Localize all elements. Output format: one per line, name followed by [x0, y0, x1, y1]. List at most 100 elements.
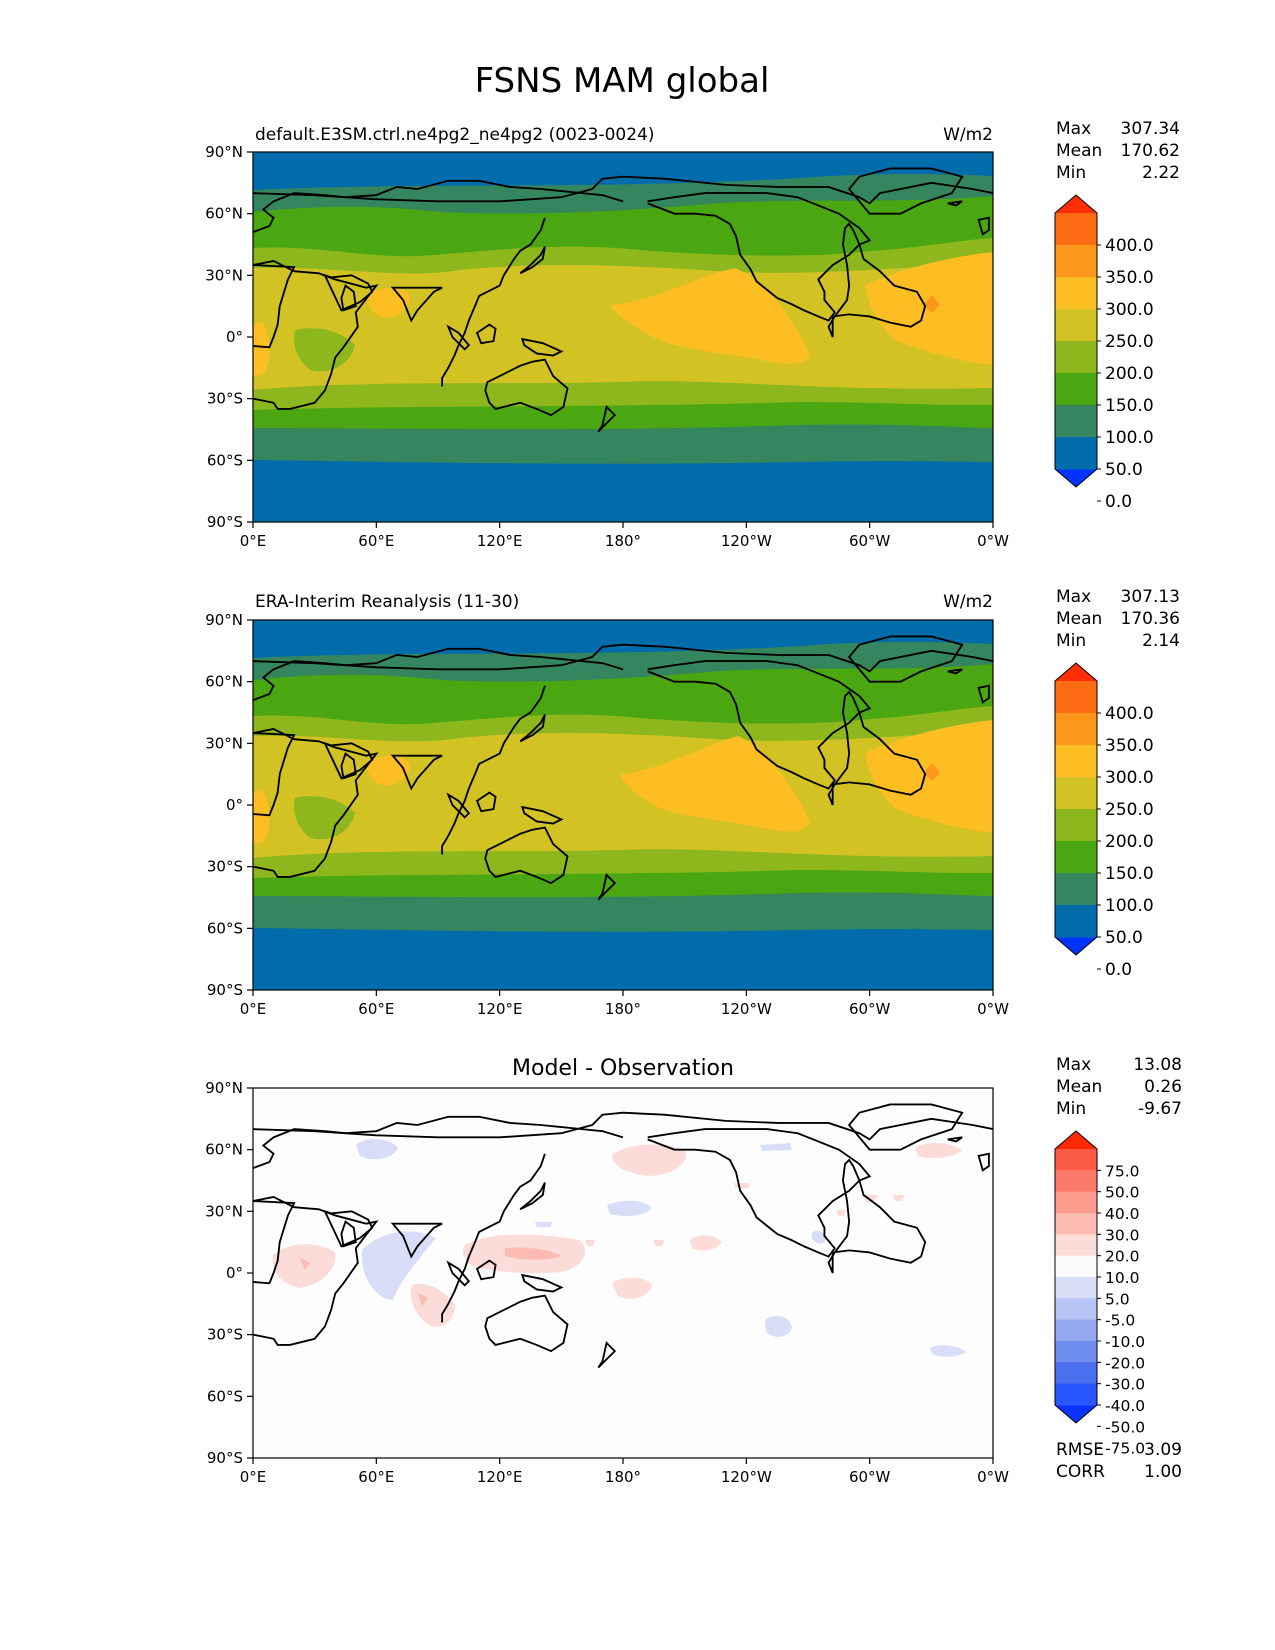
colorbar-extend-max: [1055, 663, 1097, 681]
y-tick-label: 90°N: [205, 611, 243, 629]
x-tick-label: 180°: [605, 1000, 641, 1018]
colorbar-segment: [1055, 1277, 1097, 1299]
stat-label-max: Max: [1056, 1055, 1091, 1075]
colorbar-label: -20.0: [1105, 1354, 1145, 1372]
colorbar-label: 0.0: [1105, 960, 1132, 980]
colorbar-segment: [1055, 245, 1097, 278]
colorbar-label: 250.0: [1105, 332, 1154, 352]
x-tick-label: 0°E: [240, 1000, 267, 1018]
colorbar-label: -40.0: [1105, 1397, 1145, 1415]
x-tick-label: 180°: [605, 1468, 641, 1486]
colorbar-segment: [1055, 341, 1097, 374]
y-tick-label: 90°N: [205, 143, 243, 161]
colorbar-label: 50.0: [1105, 928, 1143, 948]
y-tick-label: 60°S: [207, 451, 243, 469]
stat-value-mean: 170.62: [1121, 141, 1180, 161]
x-tick-label: 0°W: [977, 1468, 1009, 1486]
stat-value-max: 13.08: [1133, 1055, 1182, 1075]
x-tick-label: 0°W: [977, 1000, 1009, 1018]
stat-value-mean: 170.36: [1121, 609, 1180, 629]
stat-value-min: -9.67: [1138, 1099, 1182, 1119]
x-tick-label: 0°W: [977, 532, 1009, 550]
metric-label-corr: CORR: [1056, 1462, 1105, 1482]
y-tick-label: 90°S: [207, 513, 243, 531]
y-tick-label: 30°S: [207, 390, 243, 408]
model-field: [253, 152, 993, 522]
x-tick-label: 0°E: [240, 1468, 267, 1486]
colorbar-label: 400.0: [1105, 236, 1154, 256]
x-tick-label: 60°E: [358, 1000, 394, 1018]
panel-model: default.E3SM.ctrl.ne4pg2_ne4pg2 (0023-00…: [205, 119, 1180, 550]
difference-field: [253, 1088, 993, 1458]
y-tick-label: 30°S: [207, 858, 243, 876]
colorbar-label: 50.0: [1105, 460, 1143, 480]
colorbar-label: 350.0: [1105, 268, 1154, 288]
colorbar-label: 20.0: [1105, 1248, 1140, 1266]
y-tick-label: 60°N: [205, 673, 243, 691]
colorbar-segment: [1055, 1319, 1097, 1342]
colorbar-segment: [1055, 1213, 1097, 1235]
colorbar-extend-max: [1055, 1131, 1097, 1149]
colorbar-label: 350.0: [1105, 736, 1154, 756]
colorbar-label: -10.0: [1105, 1333, 1145, 1351]
y-tick-label: 60°N: [205, 1141, 243, 1159]
colorbar-label: 0.0: [1105, 492, 1132, 512]
colorbar-extend-min: [1055, 1405, 1097, 1423]
figure-title: FSNS MAM global: [475, 61, 770, 101]
colorbar-label: 150.0: [1105, 396, 1154, 416]
metric-value-corr: 1.00: [1144, 1462, 1182, 1482]
y-tick-label: 0°: [226, 328, 243, 346]
y-tick-label: 90°S: [207, 981, 243, 999]
colorbar-segment: [1055, 681, 1097, 714]
colorbar-segment: [1055, 809, 1097, 842]
observation-field: [253, 620, 993, 990]
colorbar-segment: [1055, 309, 1097, 342]
colorbar-difference: 75.0 50.0 40.0 30.0 20.0 10.0 5.0 -5.0 -10.0 -20.…: [1054, 1130, 1145, 1458]
x-tick-label: 60°E: [358, 532, 394, 550]
colorbar-extend-max: [1055, 195, 1097, 213]
colorbar-segment: [1055, 905, 1097, 938]
colorbar-label: 5.0: [1105, 1290, 1130, 1308]
colorbar-label: -30.0: [1105, 1376, 1145, 1394]
colorbar-segment: [1055, 1170, 1097, 1193]
y-tick-label: 60°N: [205, 205, 243, 223]
colorbar-segment: [1055, 841, 1097, 874]
colorbar-label: 400.0: [1105, 704, 1154, 724]
units-observation: W/m2: [943, 592, 993, 612]
colorbar-label: 30.0: [1105, 1226, 1140, 1244]
stat-value-max: 307.13: [1121, 587, 1180, 607]
colorbar-segment: [1055, 1362, 1097, 1385]
x-tick-label: 60°W: [849, 532, 891, 550]
colorbar-label: 40.0: [1105, 1205, 1140, 1223]
colorbar-segment: [1055, 713, 1097, 746]
panel-title-model: default.E3SM.ctrl.ne4pg2_ne4pg2 (0023-00…: [255, 125, 655, 145]
x-tick-label: 180°: [605, 532, 641, 550]
y-tick-label: 60°S: [207, 1387, 243, 1405]
colorbar-segment: [1055, 213, 1097, 246]
stat-value-min: 2.22: [1142, 163, 1180, 183]
colorbar-segment: [1055, 1341, 1097, 1363]
y-tick-label: 0°: [226, 1264, 243, 1282]
colorbar-label: 50.0: [1105, 1184, 1140, 1202]
y-tick-label: 30°N: [205, 266, 243, 284]
y-tick-label: 30°S: [207, 1326, 243, 1344]
colorbar-label: 100.0: [1105, 428, 1154, 448]
colorbar-label: 75.0: [1105, 1162, 1140, 1180]
stat-label-mean: Mean: [1056, 1077, 1102, 1097]
panel-difference: Model - Observation 0°E 60°E 120°E 180° 120°…: [205, 1055, 1182, 1486]
y-tick-label: 90°S: [207, 1449, 243, 1467]
x-tick-label: 120°E: [477, 1468, 523, 1486]
colorbar-label: -75.0: [1105, 1440, 1145, 1458]
colorbar-label: 150.0: [1105, 864, 1154, 884]
colorbar-label: -50.0: [1105, 1418, 1145, 1436]
colorbar-segment: [1055, 437, 1097, 470]
x-tick-label: 60°E: [358, 1468, 394, 1486]
colorbar-observation: 400.0 350.0 300.0 250.0 200.0 150.0 100.0 50.0 0…: [1054, 662, 1154, 980]
panel-observation: ERA-Interim Reanalysis (11-30) W/m2 0°E 6…: [205, 587, 1180, 1018]
y-tick-label: 0°: [226, 796, 243, 814]
x-tick-label: 120°W: [721, 1468, 772, 1486]
panel-title-observation: ERA-Interim Reanalysis (11-30): [255, 592, 519, 612]
colorbar-label: 300.0: [1105, 300, 1154, 320]
x-tick-label: 0°E: [240, 532, 267, 550]
